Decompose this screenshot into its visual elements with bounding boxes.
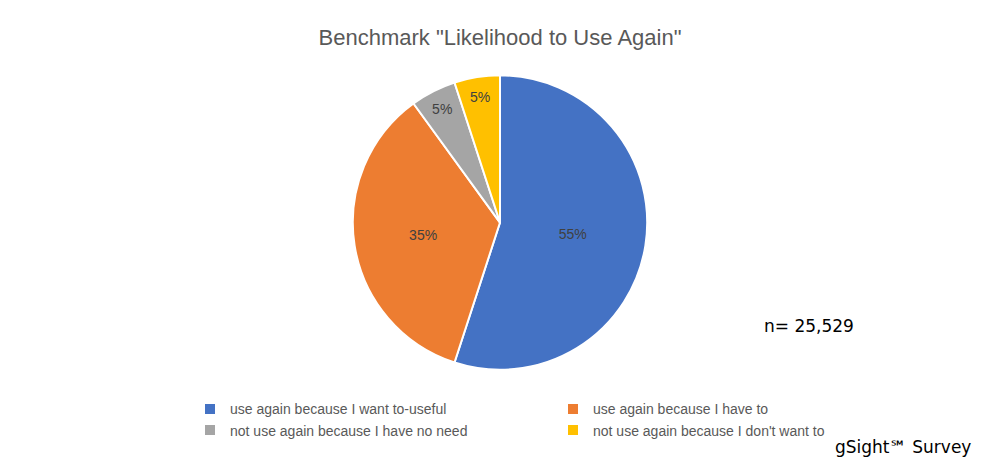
- svg-text:not use again because I don't: not use again because I don't want to: [593, 423, 825, 439]
- svg-text:not use again because I have n: not use again because I have no need: [230, 423, 467, 439]
- svg-text:gSight℠ Survey: gSight℠ Survey: [835, 437, 971, 457]
- svg-text:use again because I want to-us: use again because I want to-useful: [230, 401, 446, 417]
- svg-text:5%: 5%: [470, 89, 490, 105]
- svg-text:55%: 55%: [559, 226, 587, 242]
- svg-text:35%: 35%: [409, 227, 437, 243]
- svg-text:5%: 5%: [432, 101, 452, 117]
- svg-text:n= 25,529: n= 25,529: [764, 316, 854, 336]
- svg-text:use again because I have to: use again because I have to: [593, 401, 768, 417]
- svg-text:Benchmark "Likelihood to Use A: Benchmark "Likelihood to Use Again": [319, 25, 682, 50]
